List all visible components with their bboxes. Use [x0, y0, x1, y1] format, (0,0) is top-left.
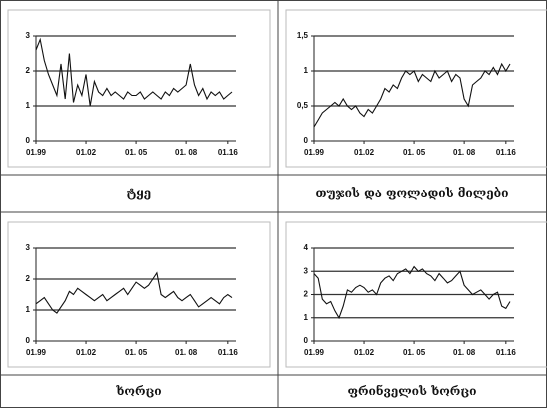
y-tick-label: 0	[26, 136, 31, 145]
y-tick-label: 2	[26, 66, 31, 75]
y-tick-label: 1	[26, 305, 31, 314]
y-tick-label: 1,5	[297, 31, 309, 40]
x-tick-label: 01.02	[354, 148, 375, 157]
data-line	[313, 265, 511, 320]
x-tick-label: 01. 08	[175, 148, 198, 157]
x-tick-label: 01. 08	[175, 348, 198, 357]
x-tick-label: 01.99	[304, 348, 325, 357]
y-tick-label: 0	[26, 336, 31, 345]
x-tick-label: 01.16	[218, 348, 239, 357]
x-tick-label: 01. 08	[453, 348, 476, 357]
x-tick-label: 01.16	[218, 148, 239, 157]
x-tick-label: 01.99	[304, 148, 325, 157]
chart-frame	[285, 9, 547, 168]
y-tick-label: 1	[304, 66, 309, 75]
x-tick-label: 01. 05	[403, 348, 426, 357]
x-tick-label: 01. 05	[125, 148, 148, 157]
y-tick-label: 4	[304, 243, 309, 252]
x-tick-label: 01.02	[354, 348, 375, 357]
chart-frame	[7, 221, 271, 368]
x-tick-label: 01.16	[496, 148, 517, 157]
x-tick-label: 01. 05	[125, 348, 148, 357]
x-tick-label: 01.99	[26, 348, 47, 357]
y-tick-label: 0	[304, 136, 309, 145]
data-line	[35, 37, 233, 107]
x-tick-label: 01. 05	[403, 148, 426, 157]
y-tick-label: 3	[26, 31, 31, 40]
caption: თუჯის და ფოლადის მილები	[316, 186, 509, 200]
caption: ფრინველის ხორცი	[348, 383, 477, 398]
chart-frame	[7, 9, 271, 168]
y-tick-label: 2	[304, 290, 309, 299]
y-tick-label: 2	[26, 274, 31, 283]
caption: ხორცი	[115, 384, 161, 398]
data-line	[35, 271, 233, 314]
x-tick-label: 01.02	[76, 148, 97, 157]
y-tick-label: 0,5	[297, 101, 309, 110]
x-tick-label: 01.02	[76, 348, 97, 357]
y-tick-label: 3	[304, 266, 309, 275]
x-tick-label: 01.16	[496, 348, 517, 357]
data-line	[313, 62, 511, 128]
chart-frame	[285, 221, 547, 368]
caption: ტყე	[127, 186, 151, 200]
x-tick-label: 01. 08	[453, 148, 476, 157]
x-tick-label: 01.99	[26, 148, 47, 157]
y-tick-label: 3	[26, 243, 31, 252]
y-tick-label: 1	[26, 101, 31, 110]
y-tick-label: 1	[304, 313, 309, 322]
y-tick-label: 0	[304, 336, 309, 345]
